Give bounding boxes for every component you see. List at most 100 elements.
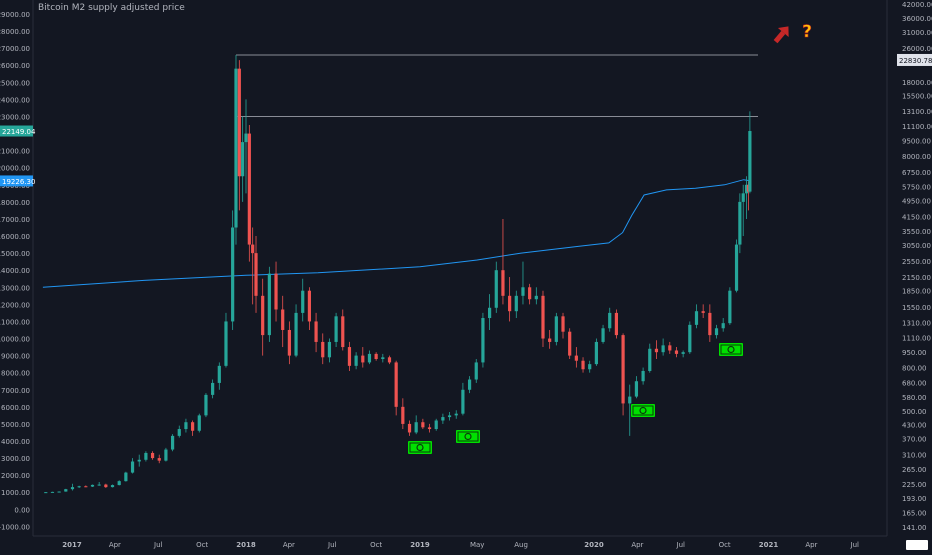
ma-value-label: 19226.30 [2,178,35,186]
left-axis-tick-label: 2000.00 [1,472,30,480]
candle-body [681,352,685,354]
left-axis-tick-label: 21000.00 [0,148,30,156]
candle-body [307,290,312,322]
right-axis-tick-label: 580.00 [902,394,927,402]
candle-body [241,142,245,177]
candle-body [314,321,318,342]
candle-body [341,316,345,348]
candle-body [628,396,632,404]
candle-body [50,491,55,493]
candle-body [481,318,485,363]
money-bill-icon [632,405,654,416]
candle-body [641,370,645,382]
candle-body [234,68,238,228]
left-axis-tick-label: 6000.00 [1,404,30,412]
candle-body [197,415,201,431]
candle-body [744,184,749,194]
right-axis-tick-label: 9500.00 [902,137,931,145]
right-axis-tick-label: 3550.00 [902,228,931,236]
candle-body [110,485,115,488]
right-axis-tick-label: 950.00 [902,349,927,357]
candle-body [247,133,251,245]
candle-body [177,429,181,436]
candle-body [738,201,742,245]
candle-body [714,328,719,336]
candle-body [211,382,215,395]
m2-average-line [42,179,751,288]
left-axis-tick-label: 26000.00 [0,62,30,70]
left-axis-tick-label: 18000.00 [0,199,30,207]
x-axis-tick-label: Jul [327,541,337,549]
right-axis-tick-label: 11100.00 [902,123,932,131]
question-mark-icon: ? [802,22,812,42]
left-axis-tick-label: 8000.00 [1,370,30,378]
candle-body [387,357,392,363]
candle-body [374,353,378,360]
candle-body [594,341,598,365]
candle-body [621,335,625,404]
candle-body [281,309,285,330]
right-axis-tick-label: 430.00 [902,422,927,430]
right-axis-tick-label: 1310.00 [902,319,931,327]
candle-body [294,312,298,356]
candle-body [150,452,155,459]
right-axis-tick-label: 13100.00 [902,108,932,116]
candle-body [721,323,725,329]
candle-body [614,312,619,336]
candle-body [144,452,148,460]
right-axis-tick-label: 31000.00 [902,29,932,37]
candle-body [534,295,538,300]
ma-value-badge [0,175,33,187]
left-axis-tick-label: 11000.00 [0,318,30,326]
candle-body [427,427,432,430]
right-axis-tick-label: 141.00 [902,524,927,532]
candle-body [521,287,525,296]
candle-body [394,362,398,407]
left-axis-tick-label: 13000.00 [0,284,30,292]
candle-body [70,487,75,490]
left-axis-tick-label: 3000.00 [1,455,30,463]
hammer-arrow-icon [773,26,789,44]
right-axis-tick-label: 680.00 [902,380,927,388]
left-axis-tick-label: 28000.00 [0,28,30,36]
right-axis-tick-label: 8000.00 [902,153,931,161]
right-axis-tick-label: 3050.00 [902,242,931,250]
right-axis-current-price-label: 22830.78 [899,57,932,65]
candle-body [354,355,358,366]
candle-body [441,417,445,421]
chart-title: Bitcoin M2 supply adjusted price [38,3,185,13]
current-price-label: 22149.04 [2,128,36,136]
candle-body [267,273,271,336]
candle-body [77,486,81,488]
candle-body [467,379,472,390]
x-axis-tick-label: 2019 [410,541,430,549]
candle-body [734,244,739,291]
candle-body [474,362,478,380]
x-axis-tick-label: Jul [153,541,163,549]
x-axis-tick-label: Oct [370,541,382,549]
candle-body [514,295,518,312]
candle-body [124,472,128,482]
right-axis-tick-label: 4950.00 [902,197,931,205]
x-axis-tick-label: Apr [283,541,295,549]
right-axis-tick-label: 4150.00 [902,213,931,221]
candle-body [321,341,325,358]
candle-body [224,321,228,366]
candle-body [494,270,498,308]
candle-body [184,422,188,430]
candle-body [581,360,585,370]
right-axis-tick-label: 1850.00 [902,288,931,296]
x-axis-tick-label: 2021 [759,541,779,549]
candle-body [301,290,305,313]
x-axis-tick-label: 2018 [236,541,256,549]
candle-body [568,331,572,356]
candle-body [361,355,365,363]
x-axis-tick-label: 2020 [584,541,604,549]
candle-body [541,295,545,339]
candle-body [434,420,438,430]
candle-body [601,328,605,342]
left-axis-tick-label: 0.00 [14,506,30,514]
candle-body [327,341,332,358]
candle-body [728,290,732,324]
current-price-badge [0,125,33,137]
